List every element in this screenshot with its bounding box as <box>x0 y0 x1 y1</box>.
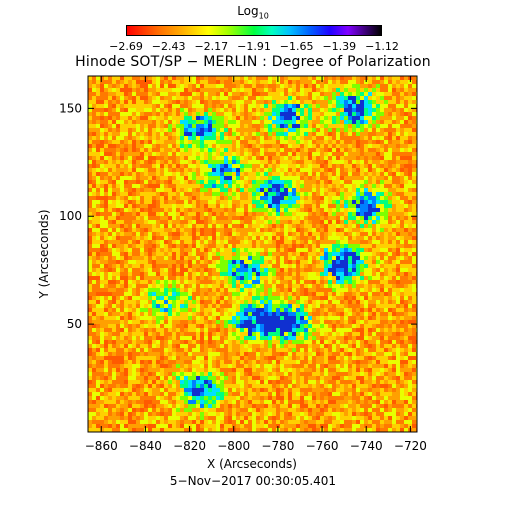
colorbar-tick-label: −1.65 <box>279 40 314 53</box>
plot-frame <box>87 75 418 433</box>
x-tick-label: −840 <box>129 439 162 453</box>
colorbar-tick-label: −1.91 <box>237 40 271 53</box>
y-tick-label: 150 <box>59 101 82 115</box>
colorbar-tick-label: −2.17 <box>194 40 229 53</box>
colorbar <box>126 25 382 36</box>
x-tick-label: −820 <box>173 439 206 453</box>
y-axis-label: Y (Arcseconds) <box>37 209 51 299</box>
colorbar-tick-label: −1.12 <box>365 40 399 53</box>
colorbar-tick-label: −1.39 <box>322 40 357 53</box>
y-tick-label: 50 <box>67 317 82 331</box>
y-tick-label: 100 <box>59 209 82 223</box>
heatmap-image <box>88 76 417 432</box>
x-tick-label: −780 <box>261 439 294 453</box>
x-axis-ticks: −860 −840 −820 −800 −780 −760 −740 −720 <box>85 76 427 453</box>
colorbar-tick-label: −2.43 <box>151 40 186 53</box>
y-axis-ticks: 50 100 150 <box>59 101 417 331</box>
colorbar-ticks: −2.69 −2.43 −2.17 −1.91 −1.65 −1.39 −1.12 <box>109 40 399 54</box>
x-axis-label: X (Arcseconds) <box>207 457 297 471</box>
colorbar-label: Log10 <box>237 4 269 21</box>
x-tick-label: −720 <box>394 439 427 453</box>
x-tick-label: −860 <box>85 439 118 453</box>
chart-title: Hinode SOT/SP − MERLIN : Degree of Polar… <box>75 54 431 70</box>
observation-timestamp: 5−Nov−2017 00:30:05.401 <box>169 474 337 488</box>
x-tick-label: −760 <box>306 439 339 453</box>
x-tick-label: −800 <box>217 439 250 453</box>
x-tick-label: −740 <box>350 439 383 453</box>
colorbar-tick-label: −2.69 <box>109 40 143 53</box>
